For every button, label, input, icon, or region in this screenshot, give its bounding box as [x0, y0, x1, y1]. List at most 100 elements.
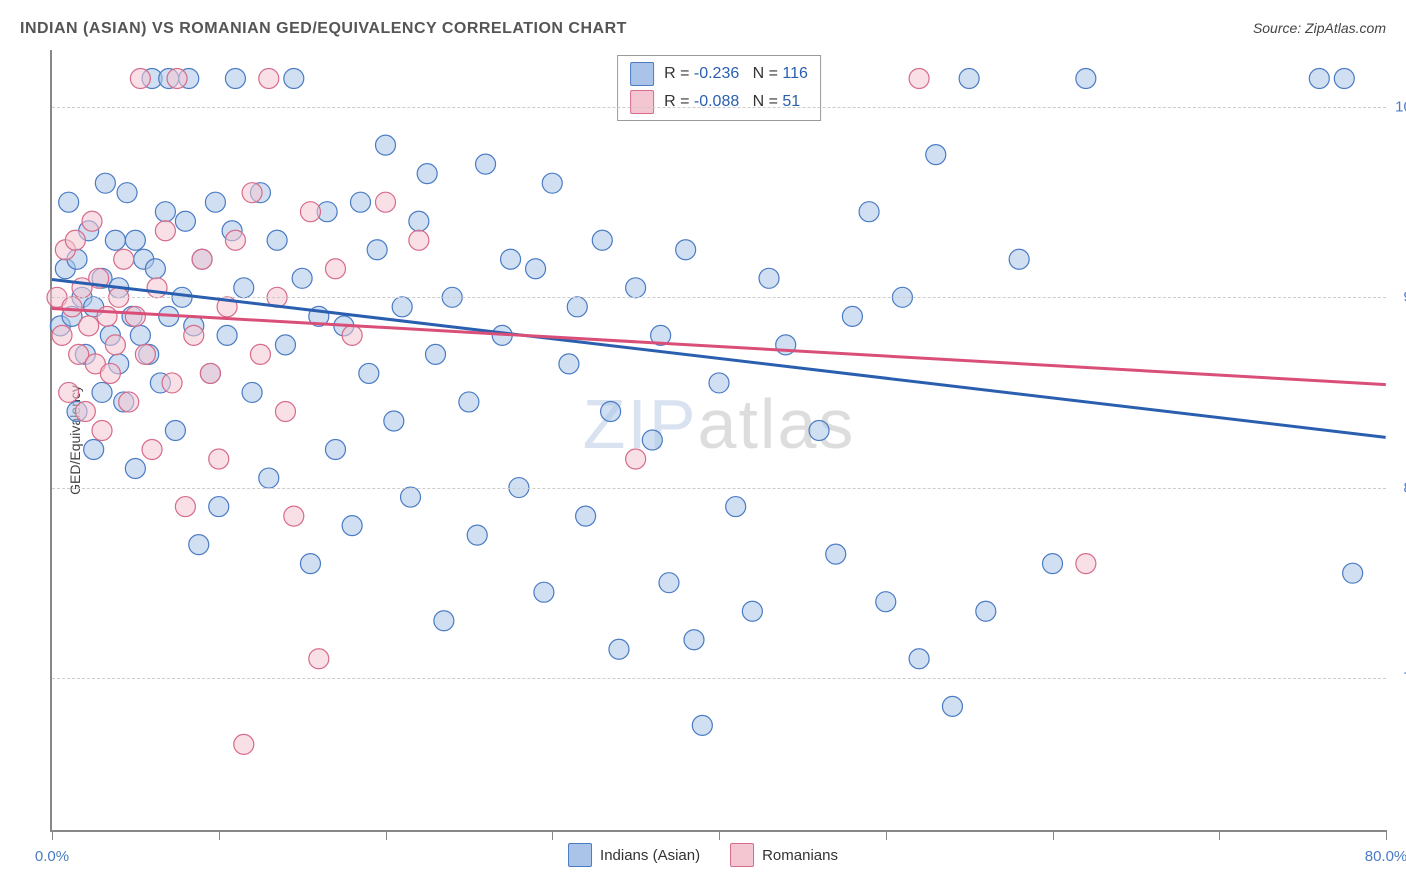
data-point — [1334, 69, 1354, 89]
x-tick — [219, 830, 220, 840]
y-tick-label: 100.0% — [1395, 99, 1406, 116]
data-point — [79, 316, 99, 336]
gridline-h — [52, 297, 1386, 298]
data-point — [259, 468, 279, 488]
data-point — [192, 249, 212, 269]
legend-swatch — [630, 62, 654, 86]
chart-title: INDIAN (ASIAN) VS ROMANIAN GED/EQUIVALEN… — [20, 20, 627, 38]
data-point — [909, 649, 929, 669]
data-point — [142, 440, 162, 460]
data-point — [200, 363, 220, 383]
data-point — [209, 497, 229, 517]
data-point — [209, 449, 229, 469]
x-tick — [1053, 830, 1054, 840]
data-point — [826, 544, 846, 564]
data-point — [130, 325, 150, 345]
data-point — [292, 268, 312, 288]
data-point — [147, 278, 167, 298]
data-point — [684, 630, 704, 650]
data-point — [709, 373, 729, 393]
data-point — [359, 363, 379, 383]
data-point — [342, 516, 362, 536]
data-point — [776, 335, 796, 355]
data-point — [1076, 554, 1096, 574]
data-point — [100, 363, 120, 383]
data-point — [376, 135, 396, 155]
data-point — [526, 259, 546, 279]
data-point — [676, 240, 696, 260]
data-point — [242, 183, 262, 203]
legend-bottom: Indians (Asian) Romanians — [568, 843, 838, 867]
data-point — [342, 325, 362, 345]
data-point — [325, 440, 345, 460]
data-point — [52, 325, 72, 345]
gridline-h — [52, 488, 1386, 489]
data-point — [426, 344, 446, 364]
data-point — [114, 249, 134, 269]
data-point — [117, 183, 137, 203]
data-point — [234, 278, 254, 298]
data-point — [82, 211, 102, 231]
data-point — [175, 497, 195, 517]
data-point — [205, 192, 225, 212]
data-point — [300, 554, 320, 574]
data-point — [125, 306, 145, 326]
x-tick — [886, 830, 887, 840]
x-tick — [1219, 830, 1220, 840]
data-point — [542, 173, 562, 193]
x-tick — [52, 830, 53, 840]
data-point — [125, 230, 145, 250]
data-point — [392, 297, 412, 317]
x-tick-label: 0.0% — [35, 848, 69, 865]
data-point — [759, 268, 779, 288]
data-point — [459, 392, 479, 412]
data-point — [609, 639, 629, 659]
data-point — [1043, 554, 1063, 574]
data-point — [105, 230, 125, 250]
data-point — [1009, 249, 1029, 269]
plot-area: GED/Equivalency ZIPatlas R = -0.236 N = … — [50, 50, 1386, 832]
data-point — [567, 297, 587, 317]
data-point — [1076, 69, 1096, 89]
data-point — [242, 382, 262, 402]
data-point — [467, 525, 487, 545]
x-tick — [1386, 830, 1387, 840]
x-tick-label: 80.0% — [1365, 848, 1406, 865]
data-point — [909, 69, 929, 89]
data-point — [742, 601, 762, 621]
data-point — [659, 573, 679, 593]
data-point — [300, 202, 320, 222]
data-point — [175, 211, 195, 231]
data-point — [842, 306, 862, 326]
data-point — [576, 506, 596, 526]
source-label: Source: ZipAtlas.com — [1253, 20, 1386, 36]
data-point — [384, 411, 404, 431]
data-point — [162, 373, 182, 393]
legend-swatch-indians — [568, 843, 592, 867]
data-point — [145, 259, 165, 279]
data-point — [275, 335, 295, 355]
data-point — [876, 592, 896, 612]
data-point — [367, 240, 387, 260]
data-point — [225, 69, 245, 89]
data-point — [189, 535, 209, 555]
data-point — [250, 344, 270, 364]
data-point — [65, 230, 85, 250]
legend-stat-text: R = -0.236 N = 116 — [664, 65, 808, 83]
data-point — [92, 382, 112, 402]
data-point — [409, 211, 429, 231]
data-point — [1343, 563, 1363, 583]
data-point — [476, 154, 496, 174]
data-point — [75, 401, 95, 421]
x-tick — [386, 830, 387, 840]
x-tick — [719, 830, 720, 840]
data-point — [501, 249, 521, 269]
data-point — [234, 734, 254, 754]
data-point — [401, 487, 421, 507]
data-point — [642, 430, 662, 450]
data-point — [692, 715, 712, 735]
data-point — [559, 354, 579, 374]
data-point — [325, 259, 345, 279]
legend-stat-row: R = -0.236 N = 116 — [630, 60, 808, 88]
data-point — [155, 221, 175, 241]
